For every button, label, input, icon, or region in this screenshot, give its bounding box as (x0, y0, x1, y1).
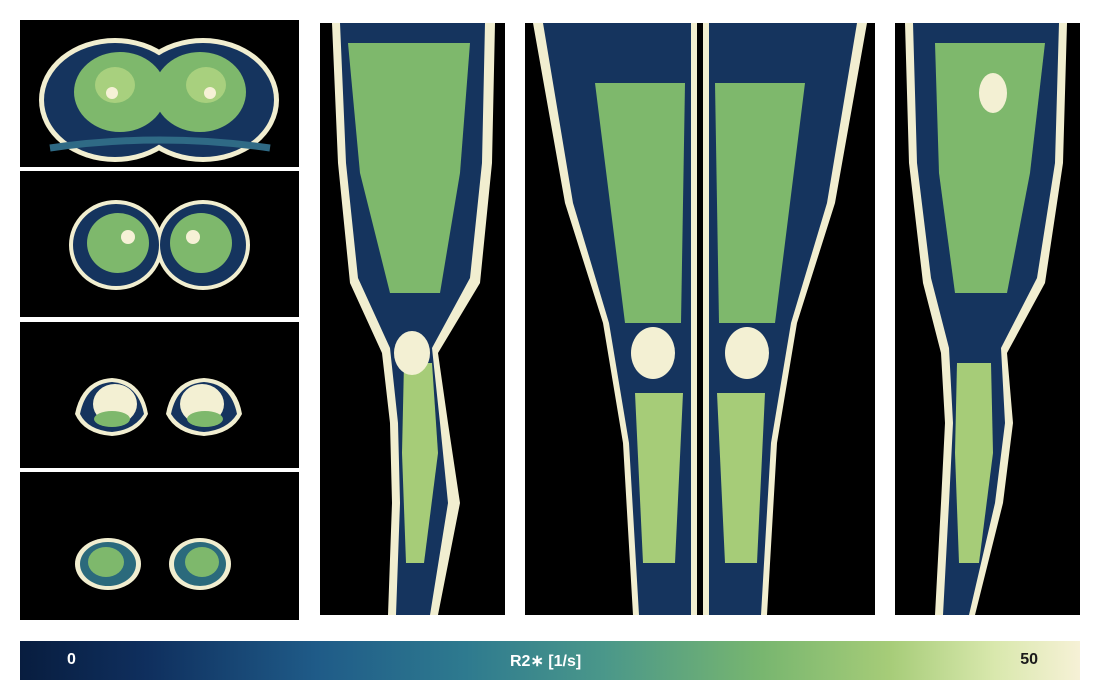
axial-lower-calf-image (20, 472, 299, 620)
colorbar-max-label: 50 (1020, 651, 1038, 668)
sagittal-right-image (895, 23, 1080, 615)
axial-slice-upper-calf (20, 322, 299, 468)
colorbar-min-label: 0 (67, 651, 76, 668)
axial-mid-thigh-image (20, 171, 299, 317)
colorbar: 0 R2∗ [1/s] 50 (20, 641, 1080, 680)
axial-slice-upper-thigh (20, 20, 299, 167)
colorbar-title: R2∗ [1/s] (510, 653, 582, 670)
axial-upper-thigh-image (20, 20, 299, 167)
sagittal-view-left (320, 23, 505, 615)
axial-slice-mid-thigh (20, 171, 299, 317)
axial-slice-lower-calf (20, 472, 299, 620)
axial-upper-calf-image (20, 322, 299, 468)
sagittal-left-image (320, 23, 505, 615)
coronal-image (525, 23, 875, 615)
sagittal-view-right (895, 23, 1080, 615)
coronal-view (525, 23, 875, 615)
